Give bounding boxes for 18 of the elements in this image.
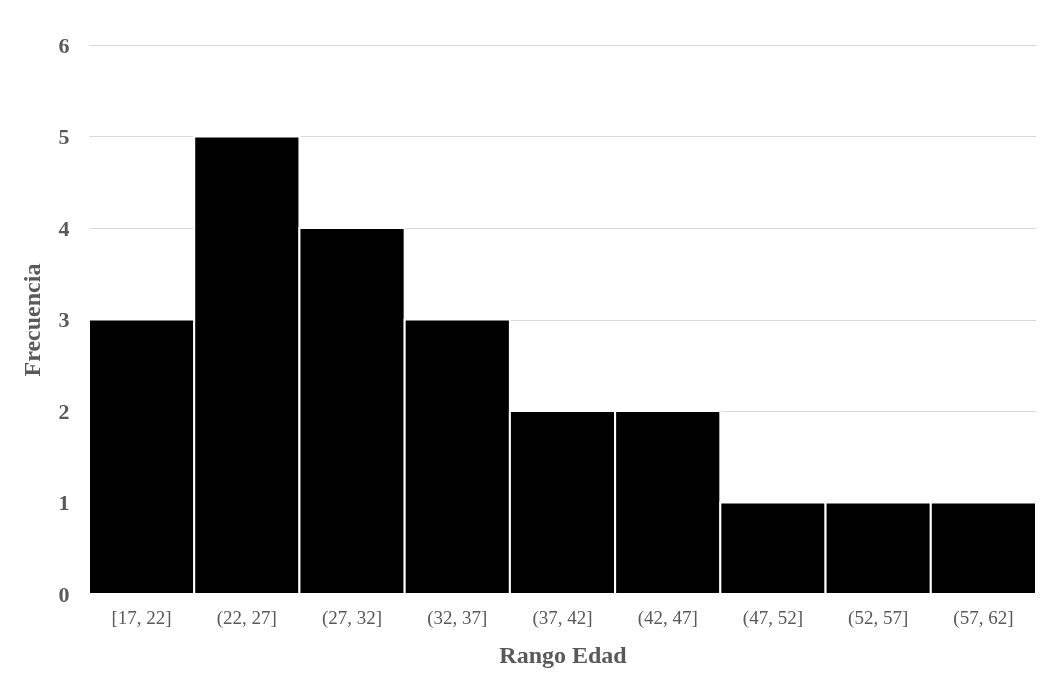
- x-tick-label: (22, 27]: [216, 606, 277, 629]
- x-tick-label: (32, 37]: [427, 606, 488, 629]
- y-tick-label: 0: [58, 581, 70, 607]
- x-tick-label: (42, 47]: [637, 606, 698, 629]
- x-tick-label: (37, 42]: [532, 606, 593, 629]
- y-tick-label: 5: [58, 124, 70, 149]
- y-tick-label: 4: [58, 215, 70, 241]
- y-tick-label: 3: [58, 307, 70, 332]
- x-axis-title: Rango Edad: [499, 641, 628, 668]
- y-tick-label: 2: [58, 398, 70, 424]
- x-tick-label: (47, 52]: [742, 606, 804, 629]
- x-tick-label: [17, 22]: [111, 606, 172, 628]
- x-tick-label: (52, 57]: [848, 606, 909, 629]
- y-tick-label: 6: [58, 32, 70, 58]
- x-tick-label: (57, 62]: [953, 606, 1014, 629]
- y-axis-title: Frecuencia: [18, 263, 45, 377]
- x-tick-label: (27, 32]: [321, 606, 383, 629]
- y-tick-label: 1: [58, 490, 70, 515]
